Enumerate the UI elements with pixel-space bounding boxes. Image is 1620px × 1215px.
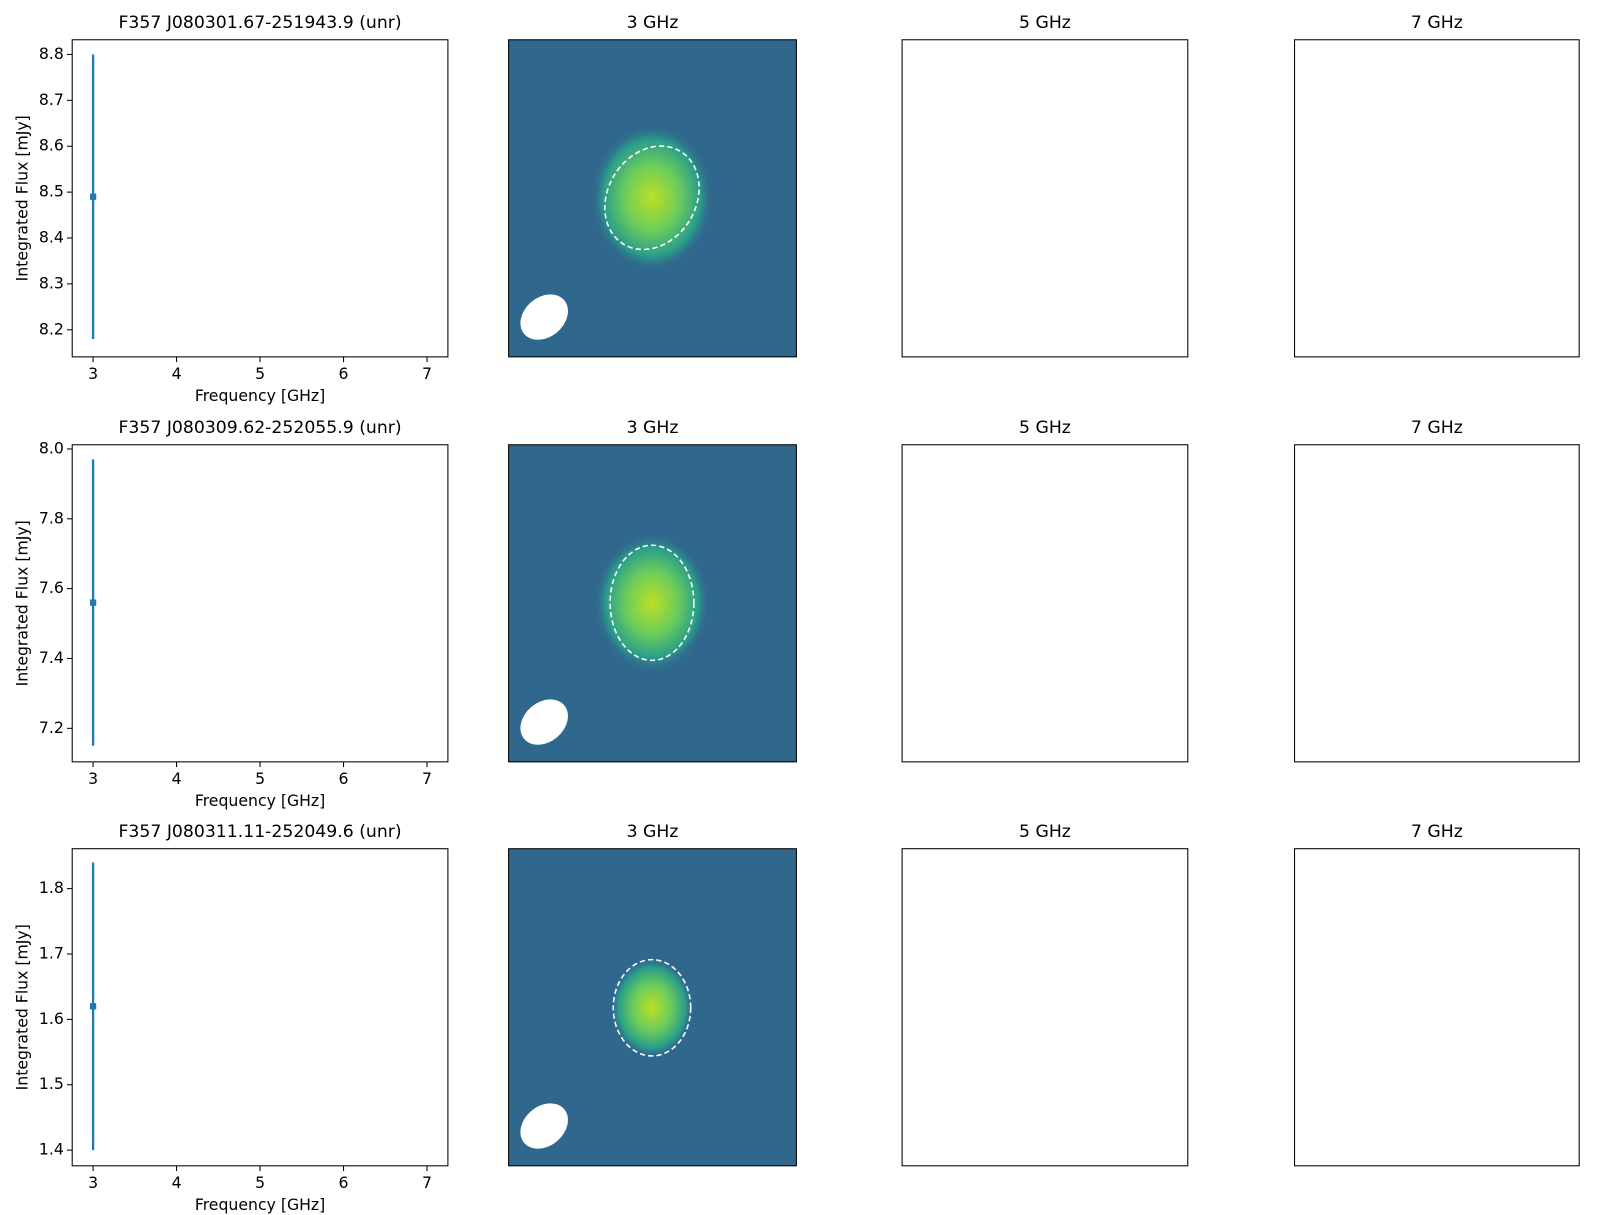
source-ellipse — [604, 145, 700, 251]
y-tick-label: 8.0 — [39, 438, 64, 457]
panel-title: 7 GHz — [1411, 822, 1463, 842]
panel-title: 3 GHz — [627, 13, 679, 33]
panel-frame — [508, 848, 797, 1167]
panel-frame — [901, 39, 1189, 358]
y-tick-label: 8.6 — [39, 136, 64, 155]
x-tick-label: 5 — [255, 1173, 265, 1192]
y-tick-label: 7.2 — [39, 718, 64, 737]
axes-frame — [71, 848, 449, 1167]
x-tick-label: 6 — [339, 1173, 349, 1192]
x-axis-label: Frequency [GHz] — [195, 1195, 325, 1214]
panel-title: 3 GHz — [627, 822, 679, 842]
y-tick-label: 8.3 — [39, 273, 64, 292]
chart-title: F357 J080311.11-252049.6 (unr) — [118, 822, 401, 842]
source-emission — [591, 124, 713, 271]
source-ellipse — [609, 544, 695, 662]
x-tick-label: 6 — [339, 769, 349, 788]
y-tick-label: 1.5 — [39, 1074, 64, 1093]
y-tick-label: 8.7 — [39, 90, 64, 109]
beam — [520, 1103, 568, 1149]
y-tick-label: 8.5 — [39, 182, 64, 201]
x-axis-label: Frequency [GHz] — [195, 386, 325, 405]
panel-frame — [1294, 444, 1580, 763]
y-tick-label: 8.2 — [39, 319, 64, 338]
chart-title: F357 J080309.62-252055.9 (unr) — [118, 418, 401, 438]
y-axis-label: Integrated Flux [mJy] — [13, 924, 32, 1090]
panel-title: 7 GHz — [1411, 13, 1463, 33]
panel-title: 5 GHz — [1019, 418, 1071, 438]
x-tick-label: 3 — [88, 769, 98, 788]
panel-title: 7 GHz — [1411, 418, 1463, 438]
panel-title: 5 GHz — [1019, 822, 1071, 842]
axes-frame — [71, 444, 449, 763]
y-tick-label: 1.7 — [39, 943, 64, 962]
x-tick-label: 5 — [255, 769, 265, 788]
panel-frame — [1294, 848, 1580, 1167]
panel-frame — [508, 39, 797, 358]
panel-title: 5 GHz — [1019, 13, 1071, 33]
panel-title: 3 GHz — [627, 418, 679, 438]
chart-title: F357 J080301.67-251943.9 (unr) — [118, 13, 401, 33]
x-tick-label: 7 — [422, 1173, 432, 1192]
y-axis-label: Integrated Flux [mJy] — [13, 115, 32, 281]
panel-frame — [901, 848, 1189, 1167]
panel-frame — [901, 444, 1189, 763]
x-tick-label: 3 — [88, 1173, 98, 1192]
y-tick-label: 1.8 — [39, 878, 64, 897]
x-tick-label: 4 — [172, 364, 182, 383]
y-tick-label: 7.8 — [39, 508, 64, 527]
x-tick-label: 7 — [422, 769, 432, 788]
y-tick-label: 1.4 — [39, 1140, 64, 1159]
x-tick-label: 3 — [88, 364, 98, 383]
source-emission — [594, 533, 710, 672]
axes-frame — [71, 39, 449, 358]
panel-frame — [1294, 39, 1580, 358]
x-tick-label: 5 — [255, 364, 265, 383]
y-tick-label: 1.6 — [39, 1009, 64, 1028]
source-emission — [610, 957, 694, 1059]
x-tick-label: 4 — [172, 1173, 182, 1192]
y-tick-label: 7.6 — [39, 578, 64, 597]
data-point — [89, 599, 97, 606]
y-tick-label: 8.4 — [39, 228, 64, 247]
source-ellipse — [612, 958, 692, 1057]
y-axis-label: Integrated Flux [mJy] — [13, 520, 32, 686]
y-tick-label: 7.4 — [39, 648, 64, 667]
x-tick-label: 7 — [422, 364, 432, 383]
x-tick-label: 6 — [339, 364, 349, 383]
y-tick-label: 8.8 — [39, 44, 64, 63]
x-tick-label: 4 — [172, 769, 182, 788]
panel-frame — [508, 444, 797, 763]
beam — [520, 699, 568, 745]
beam — [520, 294, 568, 340]
x-axis-label: Frequency [GHz] — [195, 791, 325, 810]
data-point — [89, 193, 97, 200]
data-point — [89, 1003, 97, 1010]
